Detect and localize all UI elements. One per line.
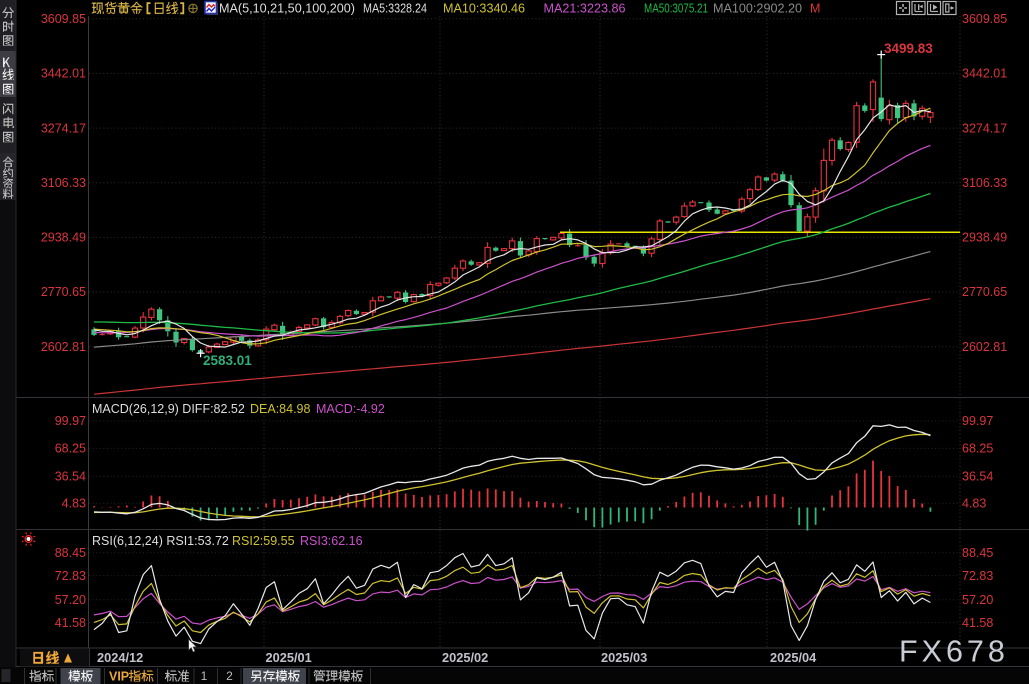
svg-text:3106.33: 3106.33	[962, 176, 1007, 190]
svg-text:57.20: 57.20	[962, 593, 993, 607]
svg-text:RSI2:59.55: RSI2:59.55	[232, 534, 295, 548]
svg-text:VIP: VIP	[109, 670, 129, 684]
svg-text:MA5:3328.24: MA5:3328.24	[363, 2, 427, 16]
svg-text:2024/12: 2024/12	[97, 650, 143, 665]
svg-text:2: 2	[226, 669, 233, 683]
svg-text:1: 1	[201, 669, 208, 683]
svg-text:99.97: 99.97	[55, 414, 86, 428]
svg-text:72.83: 72.83	[962, 569, 993, 583]
svg-text:MA10:3340.46: MA10:3340.46	[443, 2, 525, 16]
svg-text:41.58: 41.58	[55, 616, 86, 630]
svg-text:3274.17: 3274.17	[41, 121, 86, 135]
svg-text:2602.81: 2602.81	[962, 340, 1007, 354]
svg-text:MA100:2902.20: MA100:2902.20	[713, 2, 802, 16]
svg-text:MA21:3223.86: MA21:3223.86	[544, 2, 626, 16]
svg-text:72.83: 72.83	[55, 569, 86, 583]
svg-text:68.25: 68.25	[55, 442, 86, 456]
svg-text:FX678: FX678	[899, 635, 1009, 669]
svg-text:68.25: 68.25	[962, 442, 993, 456]
svg-text:2938.49: 2938.49	[41, 231, 86, 245]
svg-text:2938.49: 2938.49	[962, 231, 1007, 245]
svg-text:2583.01: 2583.01	[203, 353, 252, 368]
svg-text:36.54: 36.54	[55, 469, 86, 483]
svg-text:3106.33: 3106.33	[41, 176, 86, 190]
svg-text:MACD(26,12,9) DIFF:82.52: MACD(26,12,9) DIFF:82.52	[92, 402, 245, 416]
svg-text:2025/04: 2025/04	[770, 650, 817, 665]
svg-text:41.58: 41.58	[962, 616, 993, 630]
svg-text:4.83: 4.83	[962, 497, 986, 511]
svg-text:2025/02: 2025/02	[442, 650, 488, 665]
svg-text:4.83: 4.83	[62, 497, 86, 511]
svg-text:88.45: 88.45	[55, 546, 86, 560]
svg-text:3609.85: 3609.85	[41, 12, 86, 26]
svg-text:99.97: 99.97	[962, 414, 993, 428]
svg-text:MA(5,10,21,50,100,200): MA(5,10,21,50,100,200)	[219, 2, 355, 16]
svg-text:3442.01: 3442.01	[962, 67, 1007, 81]
svg-text:2025/03: 2025/03	[601, 650, 647, 665]
svg-text:M: M	[810, 2, 820, 16]
svg-text:RSI(6,12,24) RSI1:53.72: RSI(6,12,24) RSI1:53.72	[92, 534, 229, 548]
svg-text:3442.01: 3442.01	[41, 67, 86, 81]
svg-text:3499.83: 3499.83	[884, 41, 933, 56]
svg-text:2602.81: 2602.81	[41, 340, 86, 354]
svg-text:3609.85: 3609.85	[962, 12, 1007, 26]
svg-text:RSI3:62.16: RSI3:62.16	[300, 534, 363, 548]
svg-text:2770.65: 2770.65	[962, 285, 1007, 299]
svg-text:3274.17: 3274.17	[962, 121, 1007, 135]
svg-text:2025/01: 2025/01	[266, 650, 312, 665]
svg-text:MA50:3075.21: MA50:3075.21	[644, 2, 708, 16]
svg-text:2770.65: 2770.65	[41, 285, 86, 299]
svg-text:88.45: 88.45	[962, 546, 993, 560]
svg-text:MACD:-4.92: MACD:-4.92	[316, 402, 385, 416]
svg-text:57.20: 57.20	[55, 593, 86, 607]
svg-text:DEA:84.98: DEA:84.98	[250, 402, 311, 416]
svg-text:36.54: 36.54	[962, 469, 993, 483]
